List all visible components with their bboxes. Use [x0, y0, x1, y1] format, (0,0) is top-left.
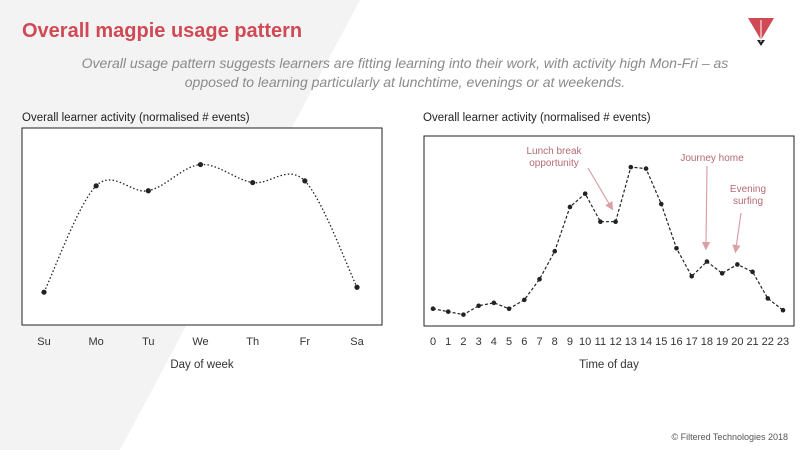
right-tick-1: 1	[445, 336, 451, 348]
left-tick-fr: Fr	[300, 336, 311, 348]
left-point-tu	[145, 188, 151, 194]
right-point-17	[689, 273, 694, 279]
filtered-logo-icon	[748, 18, 774, 46]
right-tick-5: 5	[506, 336, 512, 348]
left-tick-sa: Sa	[350, 336, 364, 348]
right-point-18	[704, 259, 710, 264]
right-point-1	[445, 309, 451, 314]
right-tick-15: 15	[655, 336, 667, 348]
left-point-sa	[354, 284, 360, 290]
right-point-16	[674, 245, 679, 251]
right-point-3	[476, 303, 481, 309]
right-tick-19: 19	[716, 336, 728, 348]
right-tick-9: 9	[567, 336, 573, 348]
right-tick-8: 8	[552, 336, 558, 348]
left-chart-frame	[21, 127, 383, 326]
left-chart: Su Mo Tu We Th Fr Sa Day of week	[37, 161, 365, 371]
right-tick-23: 23	[777, 336, 789, 348]
right-chart-title: Overall learner activity (normalised # e…	[423, 112, 651, 124]
right-tick-3: 3	[476, 336, 482, 348]
right-tick-12: 12	[609, 336, 621, 348]
right-chart-frame	[423, 135, 795, 327]
left-tick-tu: Tu	[142, 336, 154, 348]
annotation-1-label: Journey home	[680, 153, 744, 164]
right-point-6	[522, 297, 527, 303]
copyright: © Filtered Technologies 2018	[671, 432, 788, 442]
right-tick-21: 21	[746, 336, 758, 348]
right-point-12	[613, 219, 618, 224]
right-tick-11: 11	[595, 336, 606, 348]
right-point-15	[658, 201, 664, 207]
left-chart-title: Overall learner activity (normalised # e…	[22, 112, 250, 124]
left-point-th	[250, 179, 256, 186]
annotation-2-label: Evening surfing	[730, 184, 766, 207]
right-point-5	[506, 306, 512, 312]
left-point-we	[197, 161, 204, 168]
right-chart: 0 1 2 3 4 5 6 7 8 9 10 11 12 13 14 15 16 17 18 19 20 21 22 23Ti…	[430, 146, 789, 371]
right-point-2	[461, 312, 466, 317]
right-point-22	[765, 296, 771, 301]
right-point-0	[430, 306, 436, 312]
left-tick-th: Th	[246, 336, 259, 348]
left-x-axis-label: Day of week	[170, 359, 234, 371]
right-point-20	[735, 262, 740, 267]
right-tick-13: 13	[625, 336, 637, 348]
page-subtitle: Overall usage pattern suggests learners …	[81, 55, 729, 90]
right-point-10	[582, 191, 588, 196]
right-tick-14: 14	[640, 336, 652, 348]
right-tick-22: 22	[762, 336, 774, 348]
right-tick-18: 18	[701, 336, 713, 348]
annotation-0-label: Lunch break opportunity	[526, 146, 582, 169]
right-point-19	[719, 271, 725, 276]
right-tick-6: 6	[521, 336, 527, 348]
left-tick-su: Su	[37, 336, 50, 348]
right-series-line	[432, 166, 784, 316]
right-tick-2: 2	[460, 336, 466, 348]
right-tick-7: 7	[536, 336, 542, 348]
right-point-9	[567, 204, 573, 210]
right-tick-10: 10	[579, 336, 591, 348]
right-point-21	[750, 269, 755, 275]
right-tick-20: 20	[731, 336, 743, 348]
annotation-1-arrow	[701, 165, 711, 251]
right-point-14	[643, 166, 649, 171]
right-point-23	[780, 307, 786, 313]
right-tick-4: 4	[491, 336, 497, 348]
left-point-mo	[93, 183, 99, 189]
right-tick-16: 16	[670, 336, 682, 348]
left-tick-mo: Mo	[89, 336, 104, 348]
left-point-su	[41, 289, 47, 295]
right-point-13	[628, 164, 634, 170]
annotation-2-arrow	[732, 212, 742, 254]
right-point-7	[537, 276, 542, 282]
left-point-fr	[302, 178, 308, 184]
annotation-0-arrow	[587, 167, 614, 211]
right-point-8	[552, 248, 558, 254]
right-x-axis-label: Time of day	[579, 359, 639, 371]
left-tick-we: We	[192, 336, 208, 348]
right-tick-17: 17	[686, 336, 698, 348]
right-point-11	[598, 219, 603, 224]
right-tick-0: 0	[430, 336, 436, 348]
page-title: Overall magpie usage pattern	[22, 20, 303, 42]
right-point-4	[491, 300, 497, 306]
